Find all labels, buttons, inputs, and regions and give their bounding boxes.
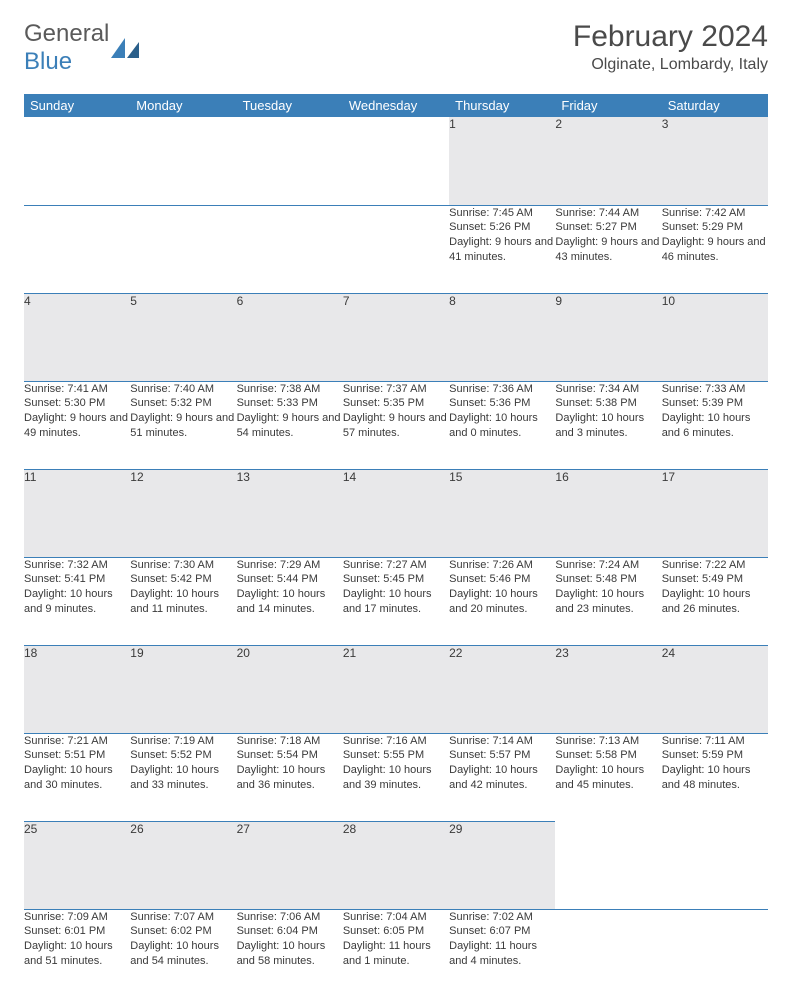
day-number-cell: 14 <box>343 469 449 557</box>
day-number-cell: 2 <box>555 117 661 205</box>
day-info-cell: Sunrise: 7:09 AMSunset: 6:01 PMDaylight:… <box>24 909 130 997</box>
day-number-cell: 15 <box>449 469 555 557</box>
day-info-cell: Sunrise: 7:36 AMSunset: 5:36 PMDaylight:… <box>449 381 555 469</box>
day-info-cell: Sunrise: 7:44 AMSunset: 5:27 PMDaylight:… <box>555 205 661 293</box>
day-info-cell: Sunrise: 7:16 AMSunset: 5:55 PMDaylight:… <box>343 733 449 821</box>
day-info-cell: Sunrise: 7:18 AMSunset: 5:54 PMDaylight:… <box>237 733 343 821</box>
day-info-cell: Sunrise: 7:11 AMSunset: 5:59 PMDaylight:… <box>662 733 768 821</box>
day-number-cell: 16 <box>555 469 661 557</box>
day-number-cell: 29 <box>449 821 555 909</box>
day-info-cell: Sunrise: 7:26 AMSunset: 5:46 PMDaylight:… <box>449 557 555 645</box>
day-info-cell <box>24 205 130 293</box>
logo-text-b: Blue <box>24 48 72 75</box>
day-number-cell <box>24 117 130 205</box>
title-block: February 2024 Olginate, Lombardy, Italy <box>573 20 768 74</box>
day-info-cell: Sunrise: 7:14 AMSunset: 5:57 PMDaylight:… <box>449 733 555 821</box>
day-number-cell <box>343 117 449 205</box>
day-header: Wednesday <box>343 94 449 117</box>
day-info-cell: Sunrise: 7:34 AMSunset: 5:38 PMDaylight:… <box>555 381 661 469</box>
day-info-cell: Sunrise: 7:02 AMSunset: 6:07 PMDaylight:… <box>449 909 555 997</box>
day-number-cell: 23 <box>555 645 661 733</box>
day-info-cell <box>130 205 236 293</box>
day-number-cell: 13 <box>237 469 343 557</box>
day-info-cell: Sunrise: 7:13 AMSunset: 5:58 PMDaylight:… <box>555 733 661 821</box>
day-info-cell <box>343 205 449 293</box>
day-number-cell: 21 <box>343 645 449 733</box>
day-info-cell: Sunrise: 7:07 AMSunset: 6:02 PMDaylight:… <box>130 909 236 997</box>
day-info-cell: Sunrise: 7:19 AMSunset: 5:52 PMDaylight:… <box>130 733 236 821</box>
day-info-cell: Sunrise: 7:27 AMSunset: 5:45 PMDaylight:… <box>343 557 449 645</box>
day-number-cell: 20 <box>237 645 343 733</box>
day-number-cell: 19 <box>130 645 236 733</box>
calendar-body: 123Sunrise: 7:45 AMSunset: 5:26 PMDaylig… <box>24 117 768 997</box>
day-number-cell: 3 <box>662 117 768 205</box>
day-number-cell: 12 <box>130 469 236 557</box>
month-title: February 2024 <box>573 20 768 54</box>
day-info-cell: Sunrise: 7:33 AMSunset: 5:39 PMDaylight:… <box>662 381 768 469</box>
day-info-cell: Sunrise: 7:38 AMSunset: 5:33 PMDaylight:… <box>237 381 343 469</box>
day-info-cell <box>237 205 343 293</box>
day-info-cell: Sunrise: 7:45 AMSunset: 5:26 PMDaylight:… <box>449 205 555 293</box>
day-number-cell: 26 <box>130 821 236 909</box>
day-number-cell <box>555 821 661 909</box>
day-info-cell: Sunrise: 7:37 AMSunset: 5:35 PMDaylight:… <box>343 381 449 469</box>
day-info-cell: Sunrise: 7:04 AMSunset: 6:05 PMDaylight:… <box>343 909 449 997</box>
page-header: General Blue February 2024 Olginate, Lom… <box>24 20 768 76</box>
day-number-cell: 9 <box>555 293 661 381</box>
day-number-cell: 18 <box>24 645 130 733</box>
day-number-cell: 7 <box>343 293 449 381</box>
day-number-cell: 28 <box>343 821 449 909</box>
calendar-table: SundayMondayTuesdayWednesdayThursdayFrid… <box>24 94 768 997</box>
day-info-cell: Sunrise: 7:24 AMSunset: 5:48 PMDaylight:… <box>555 557 661 645</box>
day-info-cell: Sunrise: 7:21 AMSunset: 5:51 PMDaylight:… <box>24 733 130 821</box>
day-header: Thursday <box>449 94 555 117</box>
day-number-cell: 8 <box>449 293 555 381</box>
location-text: Olginate, Lombardy, Italy <box>573 56 768 74</box>
day-header: Tuesday <box>237 94 343 117</box>
day-number-cell: 11 <box>24 469 130 557</box>
logo-text: General Blue <box>24 20 109 76</box>
logo: General Blue <box>24 20 139 76</box>
day-number-cell: 6 <box>237 293 343 381</box>
day-info-cell <box>555 909 661 997</box>
day-header: Sunday <box>24 94 130 117</box>
day-info-cell <box>662 909 768 997</box>
day-number-cell: 22 <box>449 645 555 733</box>
day-info-cell: Sunrise: 7:30 AMSunset: 5:42 PMDaylight:… <box>130 557 236 645</box>
day-number-cell: 17 <box>662 469 768 557</box>
day-number-cell <box>130 117 236 205</box>
logo-text-a: General <box>24 20 109 47</box>
day-number-cell: 1 <box>449 117 555 205</box>
day-info-cell: Sunrise: 7:42 AMSunset: 5:29 PMDaylight:… <box>662 205 768 293</box>
day-info-cell: Sunrise: 7:29 AMSunset: 5:44 PMDaylight:… <box>237 557 343 645</box>
day-info-cell: Sunrise: 7:32 AMSunset: 5:41 PMDaylight:… <box>24 557 130 645</box>
day-number-cell <box>662 821 768 909</box>
day-number-cell: 10 <box>662 293 768 381</box>
day-info-cell: Sunrise: 7:06 AMSunset: 6:04 PMDaylight:… <box>237 909 343 997</box>
day-number-cell <box>237 117 343 205</box>
day-info-cell: Sunrise: 7:22 AMSunset: 5:49 PMDaylight:… <box>662 557 768 645</box>
day-info-cell: Sunrise: 7:41 AMSunset: 5:30 PMDaylight:… <box>24 381 130 469</box>
day-number-cell: 24 <box>662 645 768 733</box>
day-number-cell: 4 <box>24 293 130 381</box>
logo-sail-icon <box>111 38 139 58</box>
calendar-head: SundayMondayTuesdayWednesdayThursdayFrid… <box>24 94 768 117</box>
day-header: Monday <box>130 94 236 117</box>
day-number-cell: 25 <box>24 821 130 909</box>
day-number-cell: 27 <box>237 821 343 909</box>
day-info-cell: Sunrise: 7:40 AMSunset: 5:32 PMDaylight:… <box>130 381 236 469</box>
day-number-cell: 5 <box>130 293 236 381</box>
day-header: Saturday <box>662 94 768 117</box>
day-header: Friday <box>555 94 661 117</box>
